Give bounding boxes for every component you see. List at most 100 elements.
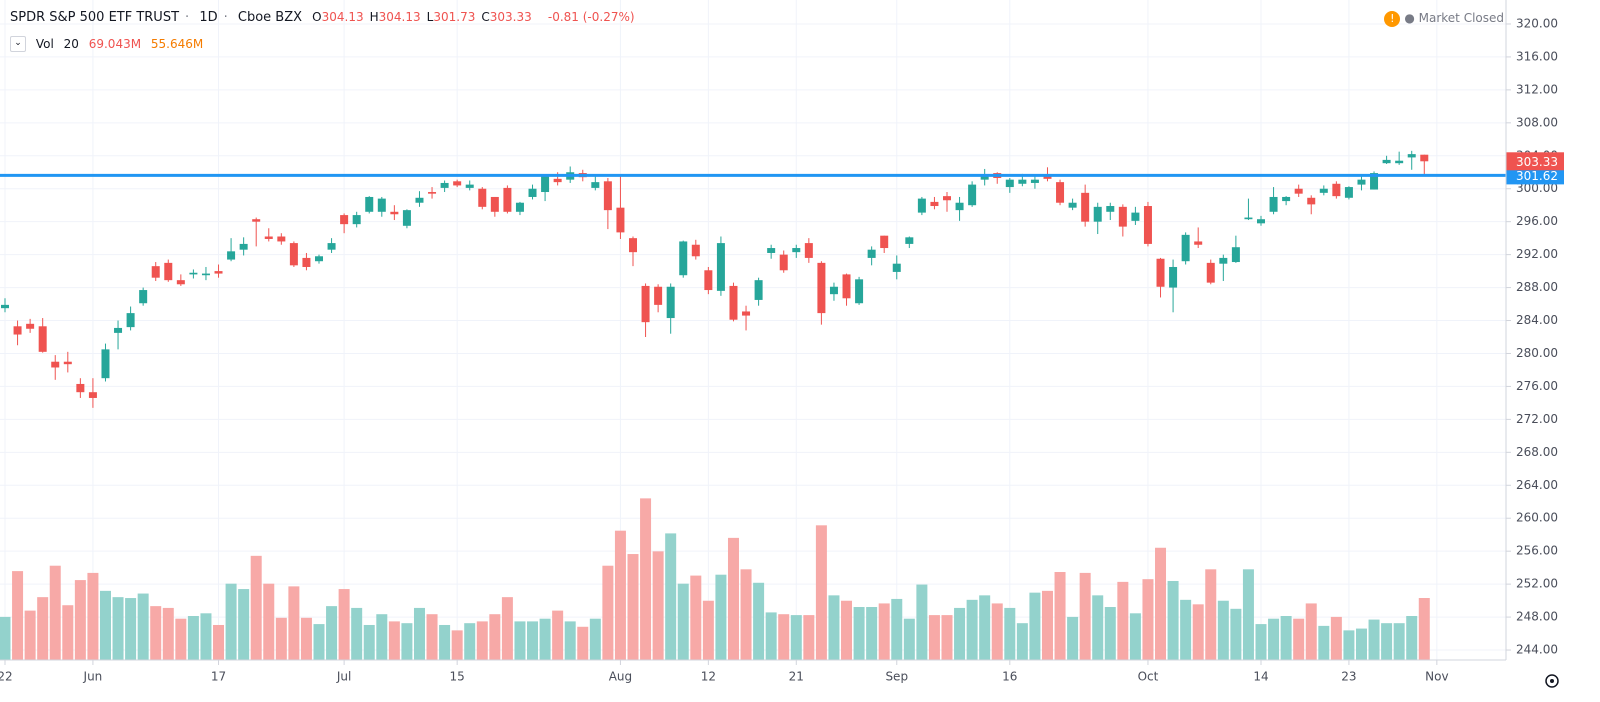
volume-bar xyxy=(627,554,639,660)
candle-body xyxy=(1294,188,1303,194)
volume-bar xyxy=(928,615,940,660)
volume-bar xyxy=(753,582,765,660)
x-tick-label: 21 xyxy=(789,670,804,684)
volume-bar xyxy=(891,598,903,660)
volume-bar xyxy=(476,621,488,660)
volume-bar xyxy=(112,597,124,660)
candle-body xyxy=(126,313,135,328)
interval[interactable]: 1D xyxy=(199,10,218,25)
volume-bar xyxy=(12,571,24,660)
volume-bar xyxy=(564,621,576,660)
volume-bar xyxy=(439,624,451,660)
x-tick-label: 12 xyxy=(701,670,716,684)
candle-body xyxy=(1395,160,1404,164)
ohlc-value: 301.73 xyxy=(433,10,476,24)
volume-bar xyxy=(614,530,626,660)
volume-bar xyxy=(765,612,777,660)
y-tick-label: 268.00 xyxy=(1516,445,1558,459)
candle-body xyxy=(1143,206,1152,244)
last-price-box xyxy=(1506,152,1564,171)
candle-body xyxy=(13,326,22,335)
hline-label-box xyxy=(1506,166,1564,185)
study-length: 20 xyxy=(63,36,79,51)
y-tick-label: 264.00 xyxy=(1516,478,1558,492)
candle-body xyxy=(716,243,725,291)
volume-bar xyxy=(1280,616,1292,660)
market-status[interactable]: ! ● Market Closed xyxy=(1384,11,1504,27)
volume-bar xyxy=(778,614,790,660)
candle-body xyxy=(1244,217,1253,220)
study-average: 55.646M xyxy=(150,36,204,51)
collapse-button[interactable]: ⌄ xyxy=(10,36,26,52)
volume-bar xyxy=(702,600,714,660)
candle-body xyxy=(1370,173,1379,190)
x-tick-label: Jul xyxy=(336,670,351,684)
symbol-header: SPDR S&P 500 ETF TRUST · 1D · Cboe BZX O30… xyxy=(10,10,635,25)
volume-bar xyxy=(527,621,539,660)
candle-body xyxy=(528,188,537,197)
candle-body xyxy=(1018,179,1027,184)
volume-bar xyxy=(1381,623,1393,660)
candle-body xyxy=(867,249,876,258)
candle-body xyxy=(641,285,650,323)
volume-bar xyxy=(351,607,363,660)
volume-bar xyxy=(577,626,589,660)
volume-bar xyxy=(652,551,664,660)
volume-bar xyxy=(1041,590,1053,660)
candle-body xyxy=(315,256,323,262)
candle-body xyxy=(201,273,210,276)
volume-bar xyxy=(376,614,388,660)
volume-bar xyxy=(1004,607,1016,660)
candle-body xyxy=(968,184,977,206)
candle-body xyxy=(503,187,512,212)
volume-bar xyxy=(1205,569,1217,660)
candle-body xyxy=(804,243,813,258)
volume-bar xyxy=(1029,592,1041,660)
candle-body xyxy=(742,311,751,316)
volume-bar xyxy=(539,618,551,660)
y-tick-label: 252.00 xyxy=(1516,577,1558,591)
volume-bar xyxy=(966,599,978,660)
candle-body xyxy=(679,241,688,276)
volume-bar xyxy=(225,583,237,660)
volume-bar xyxy=(1406,616,1418,660)
y-tick-label: 296.00 xyxy=(1516,214,1558,228)
candle-body xyxy=(252,219,261,222)
candle-body xyxy=(415,197,424,203)
y-tick-label: 248.00 xyxy=(1516,610,1558,624)
volume-bar xyxy=(338,589,350,660)
candle-body xyxy=(390,211,399,215)
volume-bar xyxy=(24,610,36,660)
candle-body xyxy=(1194,241,1203,245)
volume-bar xyxy=(37,597,49,660)
volume-bar xyxy=(263,583,275,660)
y-tick-label: 292.00 xyxy=(1516,247,1558,261)
candle-body xyxy=(1307,197,1316,205)
volume-bar xyxy=(790,615,802,660)
y-tick-label: 312.00 xyxy=(1516,82,1558,96)
candle-body xyxy=(277,236,286,242)
symbol[interactable]: SPDR S&P 500 ETF TRUST xyxy=(10,10,180,25)
candle-body xyxy=(1357,179,1366,185)
volume-bar xyxy=(326,606,338,660)
candle-body xyxy=(654,286,663,305)
volume-bar xyxy=(1418,598,1430,660)
volume-bar xyxy=(150,606,162,660)
settings-button[interactable] xyxy=(1545,674,1559,688)
volume-bar xyxy=(200,613,212,660)
candle-body xyxy=(955,202,964,211)
volume-bar xyxy=(1230,608,1242,660)
volume-bar xyxy=(501,597,513,660)
candle-body xyxy=(453,181,462,186)
x-tick-label: Sep xyxy=(885,670,908,684)
candle-body xyxy=(1332,183,1341,197)
y-tick-label: 320.00 xyxy=(1516,16,1558,30)
volume-bar xyxy=(828,595,840,660)
y-tick-label: 280.00 xyxy=(1516,346,1558,360)
volume-bar xyxy=(903,618,915,660)
candle-body xyxy=(63,361,72,365)
candle-body xyxy=(880,235,889,249)
volume-bar xyxy=(954,607,966,660)
volume-bar xyxy=(1117,581,1129,660)
candle-body xyxy=(1131,212,1140,221)
